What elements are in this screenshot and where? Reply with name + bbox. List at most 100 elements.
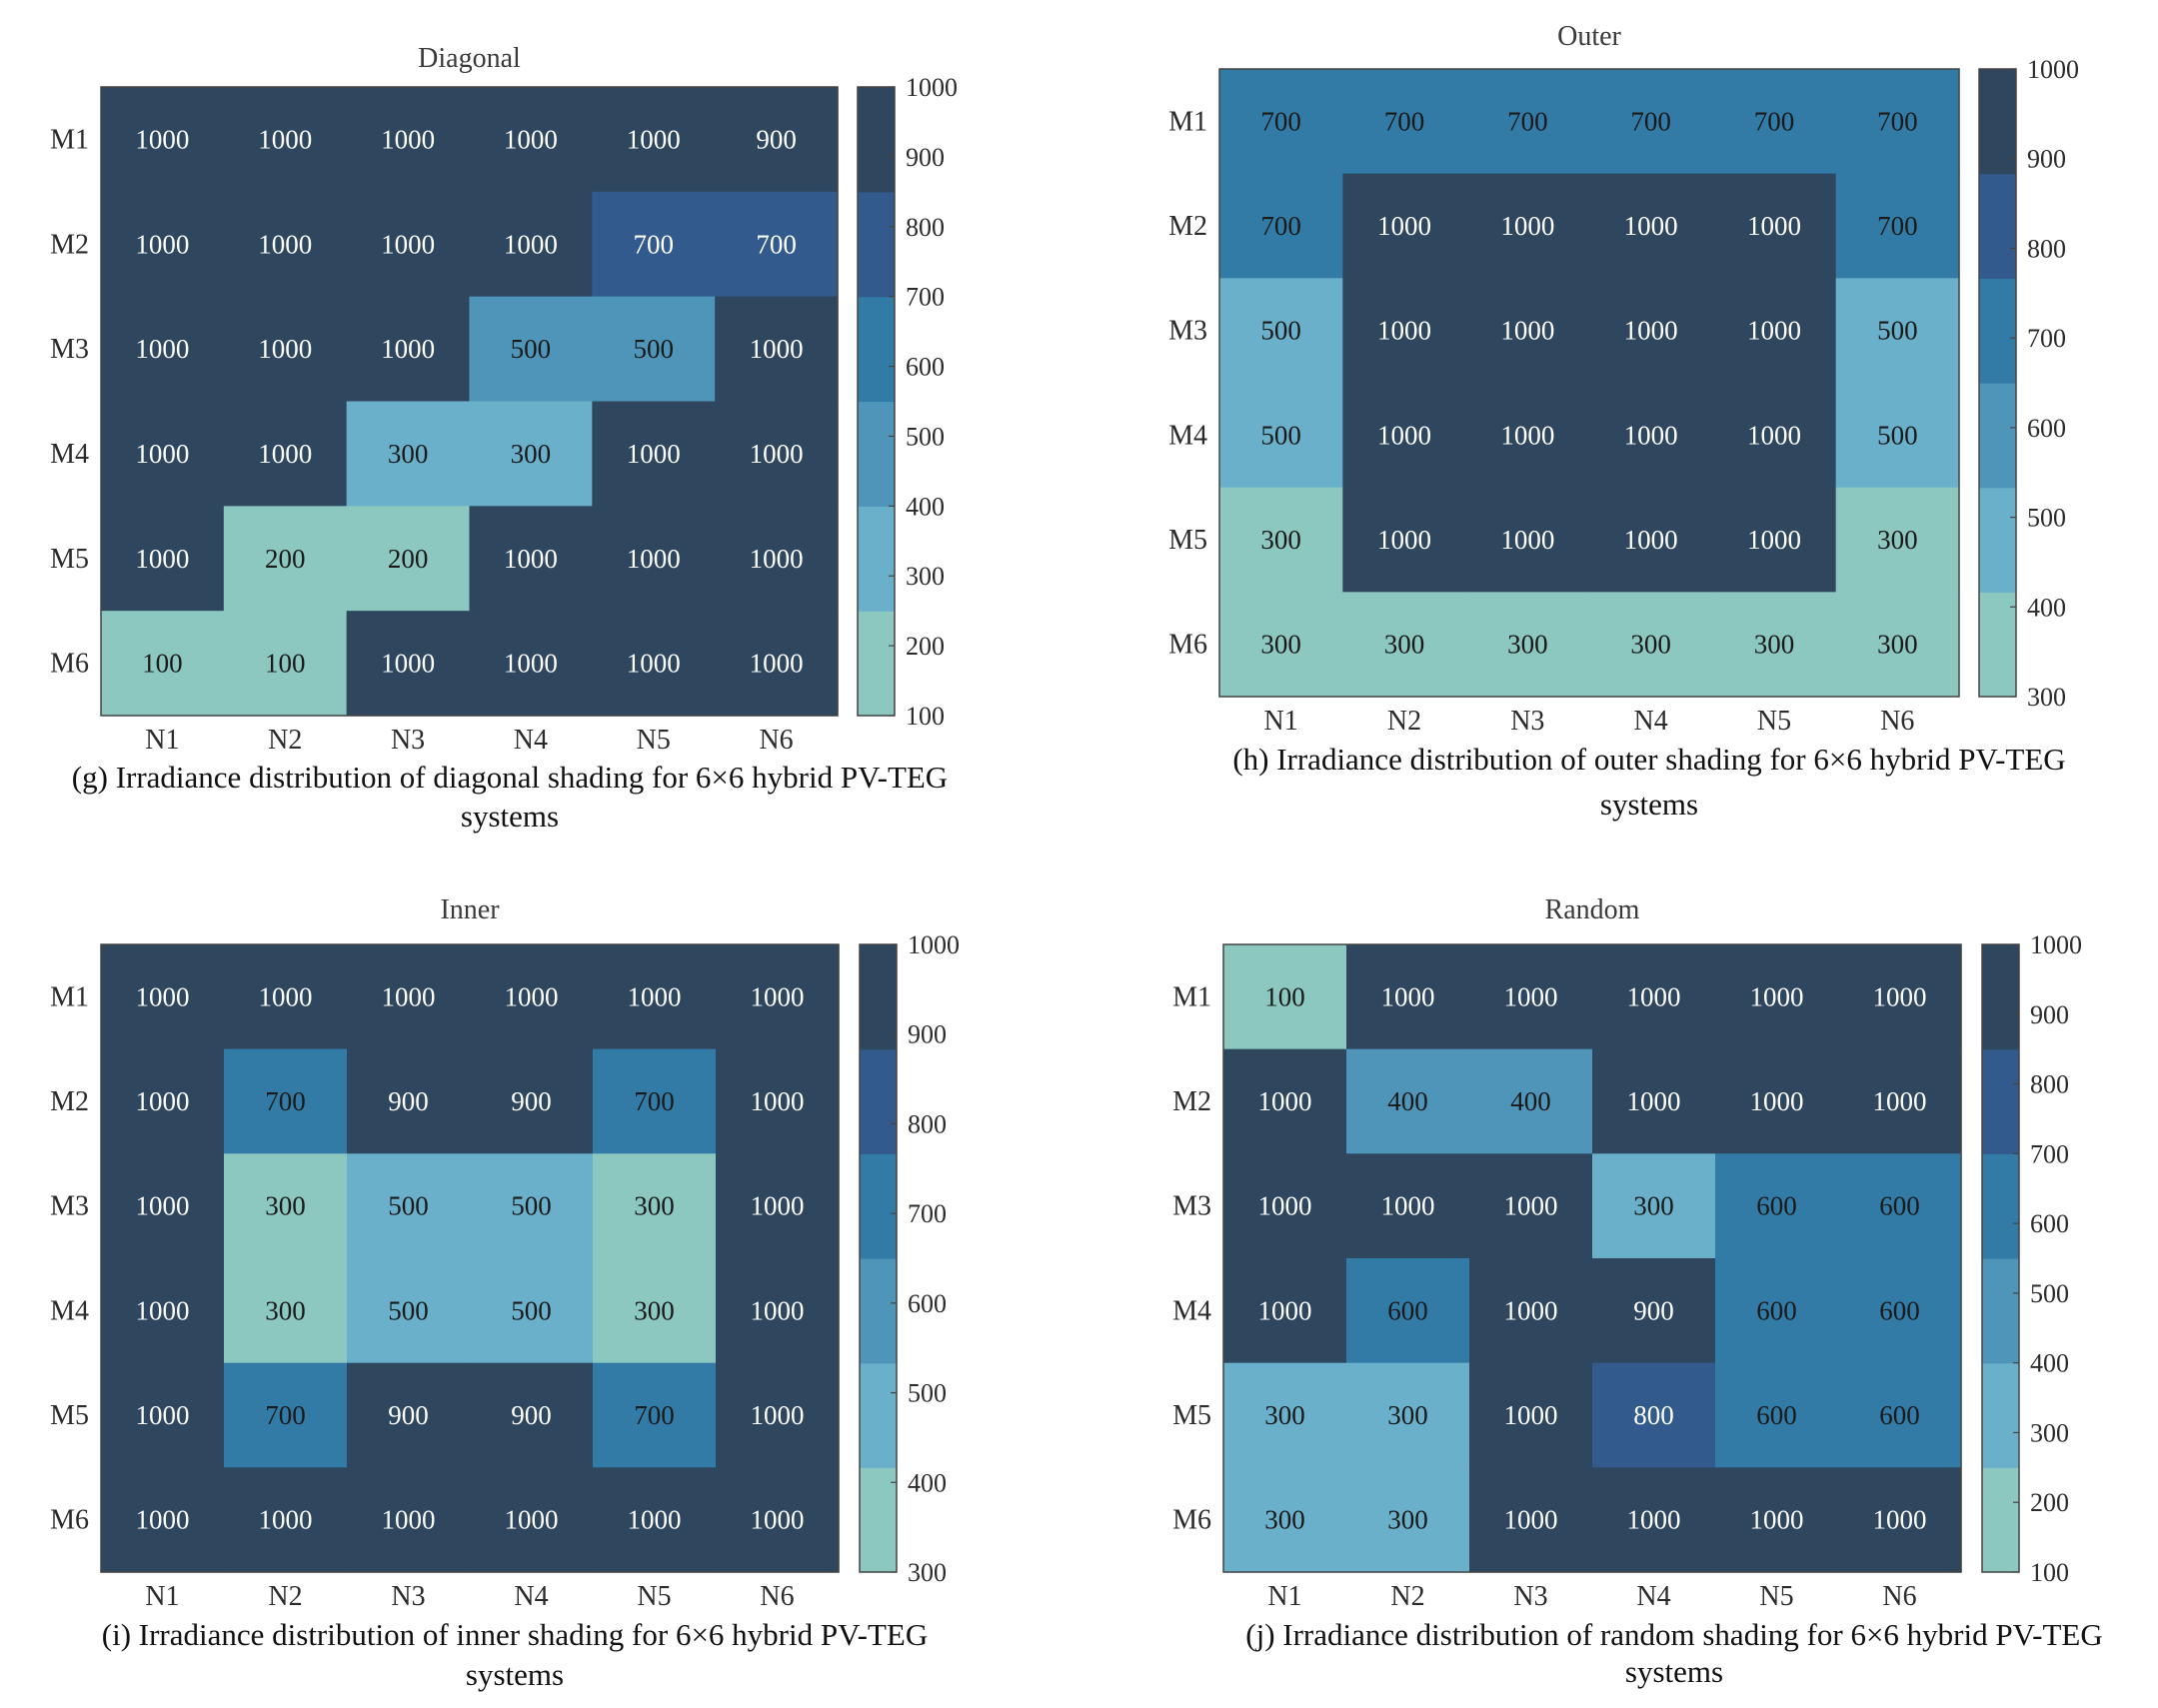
colorbar-segment — [858, 296, 895, 403]
colorbar-tick-label: 800 — [2030, 1070, 2069, 1099]
cell-value-label: 1000 — [1624, 525, 1678, 555]
heatmap-cell — [1219, 173, 1343, 279]
colorbar-tick-label: 400 — [2030, 1349, 2069, 1378]
panel-caption: systems — [461, 799, 559, 834]
heatmap-cell — [1838, 1258, 1962, 1364]
colorbar-segment — [858, 191, 895, 298]
cell-value-label: 1000 — [1624, 420, 1678, 450]
column-label: N1 — [1264, 706, 1298, 737]
heatmap-cell — [716, 1258, 840, 1364]
cell-value-label: 700 — [634, 229, 675, 259]
colorbar-tick-label: 400 — [2027, 593, 2066, 622]
cell-value-label: 1000 — [504, 649, 558, 679]
heatmap-cell — [1592, 1153, 1716, 1259]
heatmap-cell — [1838, 1153, 1962, 1259]
row-label: M3 — [50, 1191, 89, 1222]
heatmap-cell — [592, 401, 716, 507]
cell-value-label: 1000 — [1504, 1191, 1558, 1221]
heatmap-cell — [1715, 1362, 1839, 1468]
cell-value-label: 1000 — [259, 981, 313, 1011]
heatmap-cell — [715, 506, 839, 612]
cell-value-label: 100 — [1264, 981, 1305, 1011]
panel-caption: systems — [1600, 787, 1698, 822]
cell-value-label: 1000 — [1258, 1191, 1312, 1221]
cell-value-label: 1000 — [1381, 1191, 1435, 1221]
cell-value-label: 300 — [1264, 1400, 1305, 1430]
column-label: N6 — [1880, 706, 1914, 737]
cell-value-label: 1000 — [505, 1505, 559, 1535]
heatmap-cell — [101, 1048, 225, 1154]
heatmap-cell — [101, 611, 225, 717]
cell-value-label: 600 — [1756, 1191, 1797, 1221]
cell-value-label: 300 — [1387, 1400, 1428, 1430]
colorbar-segment — [1979, 173, 2016, 279]
heatmap-cell — [469, 506, 593, 612]
cell-value-label: 1000 — [1500, 525, 1554, 555]
heatmap-cell — [470, 1258, 594, 1364]
heatmap-cell — [1469, 944, 1593, 1050]
heatmap-cell — [101, 296, 225, 403]
heatmap-cell — [1589, 383, 1713, 489]
cell-value-label: 700 — [265, 1086, 306, 1116]
heatmap-cell — [224, 1048, 348, 1154]
column-label: N6 — [760, 1581, 794, 1612]
colorbar-frame — [1978, 68, 2017, 698]
heatmap-cell — [101, 1258, 225, 1364]
heatmap-cell — [223, 191, 348, 298]
heatmap-cell — [347, 1153, 471, 1259]
row-label: M1 — [1172, 981, 1211, 1012]
heatmap-cell — [470, 1048, 594, 1154]
colorbar-frame — [1981, 943, 2020, 1573]
heatmap-cell — [593, 944, 717, 1050]
heatmap-cell — [224, 1258, 348, 1364]
heatmap-cell — [1469, 1362, 1593, 1468]
heatmap-cell — [346, 401, 471, 507]
panel-caption: (h) Irradiance distribution of outer sha… — [1232, 742, 2065, 777]
cell-value-label: 500 — [388, 1191, 429, 1221]
cell-value-label: 1000 — [1627, 981, 1681, 1011]
heatmap-cell — [1342, 383, 1467, 489]
row-label: M5 — [50, 544, 89, 575]
cell-value-label: 700 — [265, 1400, 306, 1430]
heatmap-cell — [1223, 944, 1347, 1050]
panel-title: Inner — [440, 894, 500, 925]
cell-value-label: 500 — [1877, 316, 1918, 346]
cell-value-label: 600 — [1387, 1295, 1428, 1325]
heatmap-cell — [1712, 278, 1837, 384]
heatmap-cell — [101, 401, 225, 507]
column-label: N6 — [1882, 1581, 1916, 1612]
column-label: N4 — [1636, 1581, 1670, 1612]
row-label: M5 — [1168, 525, 1207, 556]
cell-value-label: 1000 — [1747, 211, 1801, 241]
cell-value-label: 1000 — [504, 124, 558, 154]
cell-value-label: 1000 — [627, 649, 681, 679]
column-label: N6 — [759, 725, 793, 756]
heatmap-cell — [1465, 383, 1590, 489]
heatmap-cell — [593, 1048, 717, 1154]
heatmap-cell — [347, 1467, 471, 1573]
heatmap-cell — [1465, 278, 1590, 384]
cell-value-label: 1000 — [1504, 1295, 1558, 1325]
heatmap-cell — [1835, 278, 1960, 384]
cell-value-label: 1000 — [1377, 316, 1431, 346]
heatmap-cell — [716, 1467, 840, 1573]
column-label: N3 — [1510, 706, 1544, 737]
heatmap-cell — [1346, 1153, 1470, 1259]
column-label: N5 — [1757, 706, 1791, 737]
column-label: N1 — [1267, 1581, 1301, 1612]
colorbar-segment — [1979, 487, 2016, 593]
heatmap-cell — [716, 944, 840, 1050]
row-label: M6 — [1168, 630, 1207, 661]
heatmap-cell — [1342, 592, 1467, 698]
cell-value-label: 1000 — [505, 981, 559, 1011]
colorbar-tick-label: 200 — [2030, 1488, 2069, 1517]
column-label: N2 — [268, 1581, 302, 1612]
cell-value-label: 300 — [634, 1295, 675, 1325]
heatmap-cell — [1589, 278, 1713, 384]
cell-value-label: 700 — [1754, 106, 1795, 136]
row-label: M3 — [1168, 316, 1207, 347]
row-label: M3 — [1172, 1191, 1211, 1222]
cell-value-label: 600 — [1756, 1295, 1797, 1325]
cell-value-label: 700 — [634, 1086, 675, 1116]
cell-value-label: 1000 — [1504, 981, 1558, 1011]
